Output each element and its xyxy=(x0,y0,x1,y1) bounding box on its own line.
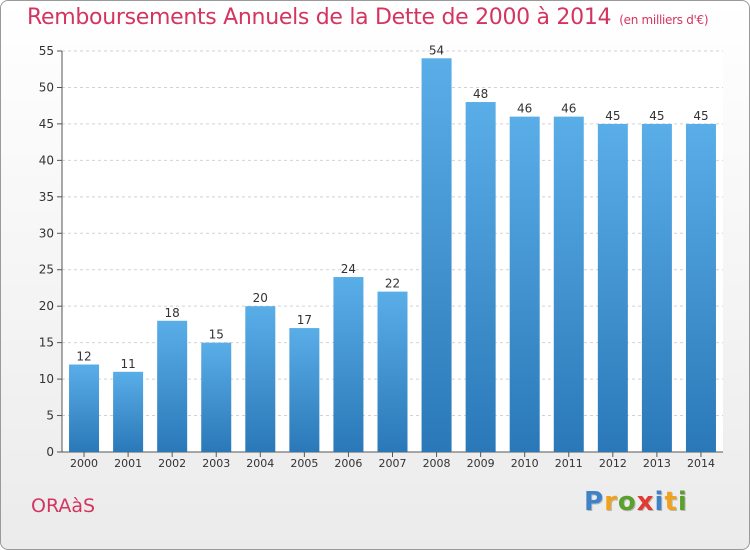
x-tick-label: 2008 xyxy=(423,457,451,470)
y-tick-label: 5 xyxy=(46,409,54,423)
data-label: 45 xyxy=(693,109,708,123)
x-tick-label: 2006 xyxy=(334,457,362,470)
proxiti-logo: Proxiti xyxy=(584,487,688,517)
y-tick-label: 55 xyxy=(39,44,54,58)
commune-name: ORAàS xyxy=(31,495,96,517)
title-text: Remboursements Annuels de la Dette de 20… xyxy=(27,5,612,30)
x-tick-label: 2009 xyxy=(467,457,495,470)
bar xyxy=(597,123,628,452)
x-tick-label: 2001 xyxy=(114,457,142,470)
bar xyxy=(377,291,408,452)
bar xyxy=(201,342,232,452)
x-tick-label: 2003 xyxy=(202,457,230,470)
bar xyxy=(641,123,672,452)
x-tick-label: 2004 xyxy=(246,457,274,470)
bar xyxy=(333,277,364,452)
x-tick-label: 2014 xyxy=(687,457,715,470)
bar xyxy=(509,116,540,453)
y-tick-label: 40 xyxy=(39,153,54,167)
y-tick-label: 50 xyxy=(39,80,54,94)
bar xyxy=(465,102,496,452)
x-tick-label: 2010 xyxy=(511,457,539,470)
bar xyxy=(553,116,584,453)
data-label: 22 xyxy=(385,277,400,291)
y-tick-label: 35 xyxy=(39,190,54,204)
y-tick-label: 15 xyxy=(39,336,54,350)
data-label: 17 xyxy=(297,313,312,327)
data-label: 45 xyxy=(605,109,620,123)
data-label: 18 xyxy=(165,306,180,320)
bar xyxy=(69,364,100,452)
data-label: 15 xyxy=(209,328,224,342)
bar xyxy=(685,123,716,452)
data-label: 11 xyxy=(120,357,135,371)
chart-title: Remboursements Annuels de la Dette de 20… xyxy=(27,5,709,30)
x-tick-label: 2013 xyxy=(643,457,671,470)
y-tick-label: 30 xyxy=(39,226,54,240)
data-label: 45 xyxy=(649,109,664,123)
y-tick-label: 25 xyxy=(39,263,54,277)
y-tick-label: 20 xyxy=(39,299,54,313)
data-label: 48 xyxy=(473,87,488,101)
y-tick-label: 10 xyxy=(39,372,54,386)
bar xyxy=(289,328,320,452)
data-label: 24 xyxy=(341,262,356,276)
data-label: 20 xyxy=(253,291,268,305)
data-label: 54 xyxy=(429,43,444,57)
x-tick-label: 2012 xyxy=(599,457,627,470)
x-tick-label: 2007 xyxy=(379,457,407,470)
x-tick-label: 2011 xyxy=(555,457,583,470)
bar xyxy=(421,58,452,453)
title-unit: (en milliers d'€) xyxy=(619,13,709,27)
data-label: 46 xyxy=(561,102,576,116)
y-tick-label: 0 xyxy=(46,445,54,459)
x-tick-label: 2002 xyxy=(158,457,186,470)
data-label: 12 xyxy=(76,350,91,364)
bar xyxy=(245,306,276,452)
y-tick-label: 45 xyxy=(39,117,54,131)
x-tick-label: 2005 xyxy=(290,457,318,470)
data-label: 46 xyxy=(517,102,532,116)
bar xyxy=(157,320,188,452)
x-tick-label: 2000 xyxy=(70,457,98,470)
bar xyxy=(113,371,144,452)
